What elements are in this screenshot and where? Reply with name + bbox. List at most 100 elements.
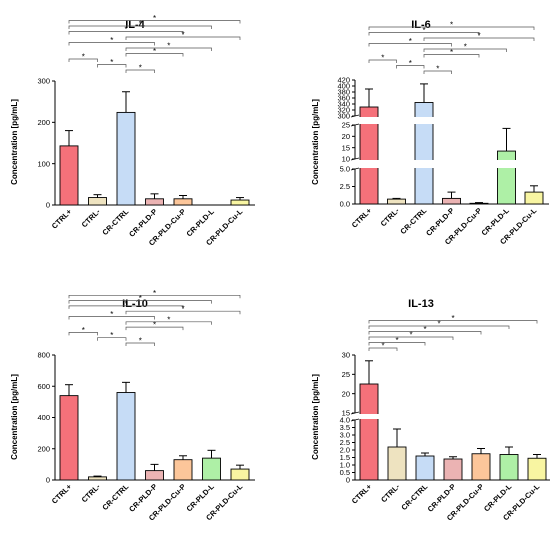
sig-bracket-ctrl-vs-cr-pld-p bbox=[368, 43, 452, 47]
bar-ctrl bbox=[387, 198, 406, 205]
y-tick-label: 200 bbox=[37, 118, 50, 127]
bar-cr-pld-l bbox=[497, 150, 516, 205]
y-tick-label: 20 bbox=[342, 389, 350, 398]
sig-bracket-ctrl-vs-cr-pld-l bbox=[68, 25, 212, 29]
sig-bracket-ctrl-vs-cr-pld-l bbox=[68, 300, 212, 304]
sig-star: * bbox=[153, 321, 156, 330]
y-tick-label: 0.5 bbox=[340, 468, 350, 477]
axis-break-band bbox=[351, 160, 547, 168]
sig-bracket-ctrl-vs-cr-pld-p bbox=[68, 316, 155, 320]
y-tick-label: 25 bbox=[342, 370, 350, 379]
bar-cr-pld-cu-p bbox=[471, 453, 491, 481]
bar-cr-pld-cu-l bbox=[230, 468, 250, 481]
axis-break-mark bbox=[350, 157, 360, 161]
y-axis-label: Concentration [pg/mL] bbox=[10, 99, 19, 185]
axis-break-mark bbox=[350, 114, 360, 118]
sig-bracket-cr-ctrl-vs-cr-pld-cu-p bbox=[125, 326, 184, 331]
y-tick-label: 15 bbox=[342, 143, 350, 152]
sig-bracket-ctrl-vs-cr-ctrl bbox=[97, 337, 127, 341]
y-axis-label: Concentration [pg/mL] bbox=[10, 374, 19, 460]
sig-bracket-ctrl-vs-cr-pld-cu-p bbox=[368, 331, 482, 335]
y-tick-label: 380 bbox=[337, 88, 350, 97]
bar-cr-pld-l bbox=[499, 454, 519, 481]
y-axis-label: Concentration [pg/mL] bbox=[311, 99, 320, 185]
sig-star: * bbox=[153, 14, 156, 23]
sig-star: * bbox=[110, 36, 113, 45]
bar-cr-pld-cu-l bbox=[230, 199, 250, 206]
y-tick-label: 800 bbox=[37, 351, 50, 360]
sig-star: * bbox=[110, 58, 113, 67]
bar-cr-ctrl bbox=[116, 111, 136, 206]
sig-bracket-cr-ctrl-vs-cr-pld-cu-l bbox=[423, 37, 535, 41]
x-tick-label-ctrl: CTRL- bbox=[379, 206, 402, 229]
y-tick-label: 30 bbox=[342, 351, 350, 360]
sig-bracket-cr-ctrl-vs-cr-pld-cu-l bbox=[125, 36, 241, 40]
sig-bracket-ctrl-vs-cr-ctrl bbox=[368, 342, 426, 346]
sig-star: * bbox=[82, 53, 85, 62]
bar-ctrl bbox=[59, 395, 79, 481]
sig-star: * bbox=[139, 64, 142, 73]
bar-cr-pld-p bbox=[145, 198, 164, 206]
y-tick-label: 0 bbox=[346, 476, 350, 485]
sig-star: * bbox=[381, 54, 384, 63]
y-tick-label: 20 bbox=[342, 132, 350, 141]
y-tick-label: 300 bbox=[37, 77, 50, 86]
x-tick-label-ctrl: CTRL+ bbox=[350, 482, 374, 506]
sig-star: * bbox=[181, 305, 184, 314]
sig-star: * bbox=[409, 331, 412, 340]
axis-break-band bbox=[351, 414, 550, 419]
sig-star: * bbox=[436, 65, 439, 74]
sig-star: * bbox=[139, 294, 142, 303]
sig-star: * bbox=[153, 47, 156, 56]
bar-cr-pld-cu-p bbox=[173, 198, 193, 206]
sig-star: * bbox=[110, 331, 113, 340]
axis-break-mark bbox=[350, 411, 360, 415]
bar-cr-ctrl bbox=[415, 455, 435, 481]
panel-il-6: IL-6 Concentration [pg/mL] 0.0 2.5 5.010 15 20… bbox=[311, 19, 549, 247]
sig-bracket-ctrl-vs-ctrl bbox=[368, 59, 397, 63]
sig-star: * bbox=[451, 314, 454, 323]
bar-ctrl bbox=[88, 476, 107, 481]
axis-break-mark bbox=[350, 167, 360, 171]
sig-bracket-cr-ctrl-vs-cr-pld-cu-p bbox=[125, 53, 184, 57]
y-tick-label: 15 bbox=[342, 409, 350, 418]
y-tick-label: 100 bbox=[37, 159, 50, 168]
sig-star: * bbox=[181, 31, 184, 40]
sig-star: * bbox=[124, 299, 127, 308]
y-tick-label: 300 bbox=[337, 112, 350, 121]
x-tick-label-ctrl: CTRL- bbox=[80, 482, 103, 505]
sig-bracket-ctrl-vs-ctrl bbox=[68, 332, 98, 336]
sig-bracket-cr-ctrl-vs-cr-pld-l bbox=[125, 321, 212, 325]
sig-bracket-ctrl-vs-cr-pld-cu-l bbox=[368, 320, 538, 324]
sig-star: * bbox=[409, 37, 412, 46]
bar-cr-pld-p bbox=[442, 197, 461, 205]
sig-bracket-ctrl-vs-cr-pld-cu-l bbox=[368, 26, 535, 30]
y-tick-label: 2.0 bbox=[340, 446, 350, 455]
chart-title: IL-4 bbox=[125, 19, 145, 31]
sig-bracket-ctrl-vs-ctrl bbox=[368, 347, 398, 351]
sig-bracket-ctrl-vs-cr-ctrl bbox=[396, 65, 425, 69]
sig-bracket-ctrl-vs-cr-pld-cu-p bbox=[368, 32, 480, 36]
sig-bracket-ctrl-vs-cr-pld-l bbox=[368, 325, 510, 329]
sig-bracket-ctrl-vs-cr-pld-p bbox=[68, 42, 155, 46]
sig-bracket-ctrl-vs-cr-pld-cu-p bbox=[68, 305, 184, 309]
chart-title: IL-6 bbox=[411, 19, 431, 31]
y-tick-label: 420 bbox=[337, 76, 350, 85]
bar-cr-pld-p bbox=[443, 458, 463, 481]
y-tick-label: 1.0 bbox=[340, 461, 350, 470]
sig-bracket-cr-ctrl-vs-cr-pld-p bbox=[423, 70, 452, 74]
sig-star: * bbox=[139, 20, 142, 29]
sig-bracket-ctrl-vs-cr-pld-cu-l bbox=[68, 294, 241, 299]
chart-title: IL-13 bbox=[408, 298, 434, 310]
sig-bracket-cr-ctrl-vs-cr-pld-p bbox=[125, 69, 155, 73]
x-tick-label-ctrl: CTRL+ bbox=[50, 207, 74, 231]
sig-star: * bbox=[464, 43, 467, 52]
y-tick-label: 1.5 bbox=[340, 453, 350, 462]
sig-bracket-ctrl-vs-cr-ctrl bbox=[97, 64, 127, 68]
sig-star: * bbox=[381, 342, 384, 351]
sig-bracket-ctrl-vs-cr-pld-cu-l bbox=[68, 20, 241, 24]
y-tick-label: 320 bbox=[337, 106, 350, 115]
sig-star: * bbox=[450, 21, 453, 30]
sig-bracket-ctrl-vs-cr-pld-p bbox=[368, 336, 454, 340]
y-tick-label: 10 bbox=[342, 155, 350, 164]
